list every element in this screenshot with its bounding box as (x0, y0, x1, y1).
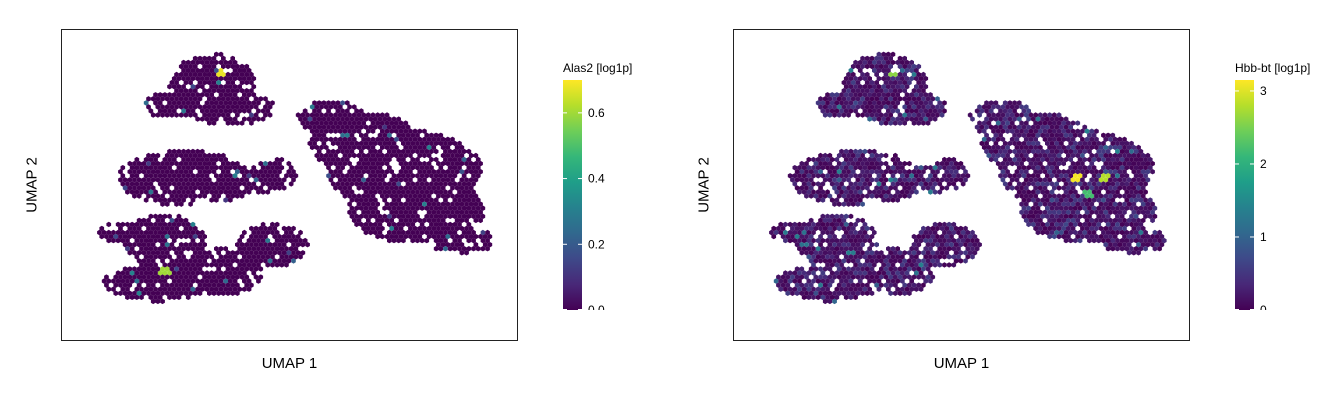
umap-panel-alas2: UMAP 1 UMAP 2 Alas2 [log1p] 0.0 0.2 0.4 0.6 (23, 29, 633, 372)
colorbar-ticks: 0.0 0.2 0.4 0.6 (563, 106, 605, 310)
hexbin-plot-alas2 (97, 51, 493, 305)
umap-panel-hbb-bt: UMAP 1 UMAP 2 Hbb-bt [log1p] 0 1 2 3 (672, 0, 1344, 403)
colorbar-gradient (1235, 80, 1254, 310)
colorbar-tick-label: 0.6 (588, 106, 605, 120)
colorbar-tick-label: 2 (1260, 157, 1267, 171)
colorbar-tick-label: 0.4 (588, 172, 605, 186)
colorbar-tick-label: 0.0 (588, 303, 605, 310)
colorbar (1235, 80, 1254, 310)
x-axis-label: UMAP 1 (261, 355, 318, 372)
colorbar-ticks: 0 1 2 3 (1235, 84, 1267, 310)
hexbin-cells (769, 51, 1167, 305)
x-axis-label: UMAP 1 (933, 355, 990, 372)
colorbar-tick-label: 0.2 (588, 237, 605, 251)
hexbin-cells (97, 51, 493, 305)
colorbar-tick-label: 3 (1260, 84, 1267, 98)
y-axis-label: UMAP 2 (23, 157, 41, 213)
colorbar-tick-label: 1 (1260, 230, 1267, 244)
colorbar-tick-label: 0 (1260, 303, 1267, 310)
y-axis-label: UMAP 2 (695, 157, 713, 213)
colorbar-gradient (563, 80, 582, 310)
colorbar-title: Alas2 [log1p] (563, 61, 633, 75)
colorbar-title: Hbb-bt [log1p] (1235, 61, 1311, 75)
plot-area-alas2 (61, 29, 518, 341)
hexbin-plot-hbb-bt (769, 51, 1167, 305)
plot-area-hbb-bt (733, 29, 1190, 341)
colorbar (563, 80, 582, 310)
